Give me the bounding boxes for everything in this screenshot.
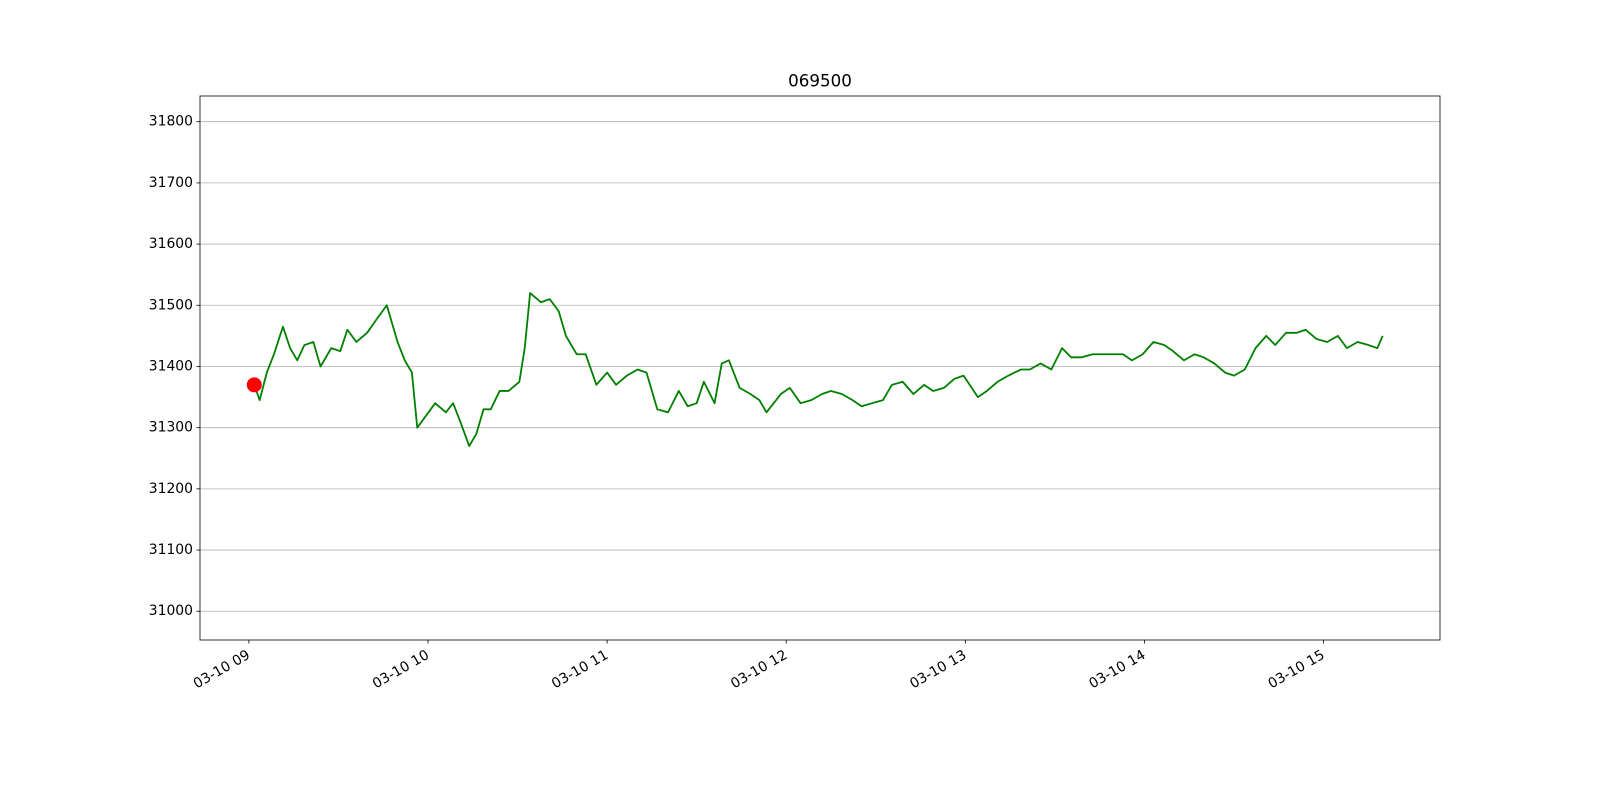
line (253, 292, 1384, 447)
marker (246, 377, 262, 393)
y-tick-label: 31800 (149, 114, 193, 130)
y-tick-label: 31500 (149, 297, 193, 313)
y-tick-label: 31700 (149, 175, 193, 191)
chart-title: 069500 (788, 71, 852, 91)
y-tick-label: 31400 (149, 358, 193, 374)
y-tick-label: 31000 (149, 603, 193, 619)
y-tick-label: 31200 (149, 481, 193, 497)
y-tick-label: 31600 (149, 236, 193, 252)
y-tick-label: 31100 (149, 542, 193, 558)
y-tick-label: 31300 (149, 420, 193, 436)
axes-frame (199, 95, 1441, 641)
